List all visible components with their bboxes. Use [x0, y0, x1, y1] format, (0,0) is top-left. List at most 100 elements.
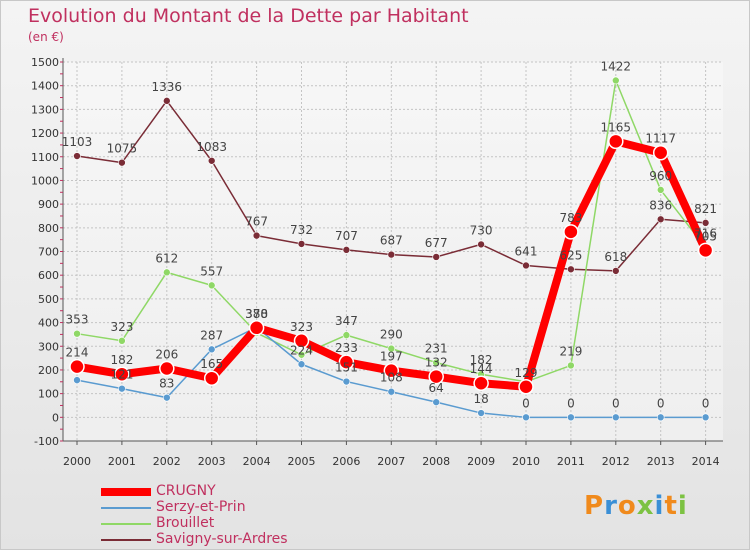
data-point-brouillet [73, 329, 81, 338]
data-label: 380 [245, 307, 268, 321]
data-label: 557 [200, 264, 223, 278]
data-label: 287 [200, 328, 223, 342]
data-point-serzy [522, 413, 530, 422]
y-tick-label: 400 [38, 317, 59, 330]
data-point-savigny [252, 231, 261, 240]
data-label: 144 [470, 362, 493, 376]
data-label: 687 [380, 234, 403, 248]
data-label: 151 [335, 361, 358, 375]
legend-label: Savigny-sur-Ardres [156, 531, 288, 547]
y-tick-label: -100 [34, 435, 59, 448]
data-label: 821 [694, 202, 717, 216]
data-point-brouillet [432, 358, 441, 367]
data-point-savigny [432, 253, 441, 261]
y-tick-label: 1200 [31, 127, 59, 140]
x-tick-label: 2007 [377, 455, 405, 468]
data-point-savigny [297, 240, 306, 248]
y-tick-label: 100 [38, 388, 59, 401]
data-point-brouillet [342, 331, 351, 339]
x-tick-label: 2009 [467, 455, 495, 468]
data-label: 641 [515, 244, 538, 258]
data-label: 1165 [601, 120, 632, 134]
data-point-savigny [611, 267, 620, 275]
data-label: 1075 [107, 142, 138, 156]
data-point-crugny [697, 242, 714, 259]
y-tick-label: 800 [38, 222, 59, 235]
data-point-serzy [297, 360, 306, 369]
data-label: 732 [290, 223, 313, 237]
data-point-savigny [118, 158, 126, 167]
data-label: 1336 [152, 80, 183, 94]
legend-item: Serzy-et-Prin [101, 499, 351, 516]
y-tick-label: 300 [38, 340, 59, 353]
y-tick-label: 1000 [31, 174, 59, 187]
data-point-crugny [608, 133, 624, 150]
data-point-crugny [428, 368, 444, 385]
proxiti-logo: Proxiti [584, 491, 688, 521]
data-label: 836 [649, 198, 672, 212]
data-point-crugny [383, 362, 400, 379]
data-label: 960 [649, 169, 672, 183]
data-label: 1083 [196, 140, 227, 154]
x-tick-label: 2001 [108, 455, 136, 468]
legend-label: CRUGNY [156, 483, 216, 499]
data-point-serzy [207, 345, 216, 354]
data-point-brouillet [656, 186, 665, 194]
data-point-savigny [163, 97, 171, 105]
y-tick-label: 1300 [31, 103, 59, 116]
data-label: 612 [155, 251, 178, 265]
data-label: 705 [694, 229, 717, 243]
x-tick-label: 2010 [512, 455, 540, 468]
x-tick-label: 2012 [602, 455, 630, 468]
data-point-crugny [338, 354, 355, 370]
data-point-serzy [701, 413, 710, 422]
data-label: 730 [470, 223, 493, 237]
legend-swatch [101, 523, 151, 525]
data-point-serzy [118, 384, 126, 393]
data-point-serzy [432, 398, 441, 406]
data-point-savigny [342, 246, 351, 254]
legend-swatch [101, 507, 151, 509]
logo-letter: o [617, 491, 637, 521]
x-tick-label: 2002 [153, 455, 181, 468]
logo-letter: x [636, 491, 655, 521]
data-point-brouillet [207, 281, 216, 290]
data-point-savigny [477, 240, 485, 249]
data-point-crugny [652, 144, 669, 161]
chart-subtitle: (en €) [28, 30, 64, 44]
data-point-serzy [163, 393, 171, 402]
x-tick-label: 2000 [63, 455, 91, 468]
data-point-serzy [342, 377, 351, 386]
data-point-crugny [563, 224, 579, 240]
y-tick-label: 700 [38, 246, 59, 259]
x-tick-label: 2006 [332, 455, 360, 468]
data-point-crugny [293, 333, 310, 349]
data-label: 290 [380, 328, 403, 342]
y-tick-label: 0 [52, 411, 59, 424]
data-point-savigny [656, 215, 665, 224]
data-point-savigny [522, 261, 530, 270]
y-tick-label: 600 [38, 269, 59, 282]
data-label: 0 [567, 396, 575, 410]
data-label: 1103 [62, 135, 93, 149]
logo-letter: r [604, 491, 618, 521]
data-label: 83 [159, 377, 174, 391]
data-label: 182 [110, 353, 133, 367]
data-point-crugny [518, 379, 534, 395]
data-point-serzy [73, 376, 81, 384]
data-point-brouillet [567, 361, 575, 370]
x-tick-label: 2008 [422, 455, 450, 468]
data-point-serzy [656, 413, 665, 422]
data-label: 323 [290, 320, 313, 334]
data-label: 233 [335, 341, 358, 355]
data-label: 18 [473, 392, 488, 406]
data-label: 783 [559, 211, 582, 225]
data-point-savigny [567, 265, 575, 274]
data-point-brouillet [297, 350, 306, 359]
data-point-crugny [114, 366, 130, 382]
legend-swatch [101, 539, 151, 541]
logo-letter: t [664, 491, 678, 521]
data-point-serzy [567, 413, 575, 422]
data-label: 132 [425, 356, 448, 370]
